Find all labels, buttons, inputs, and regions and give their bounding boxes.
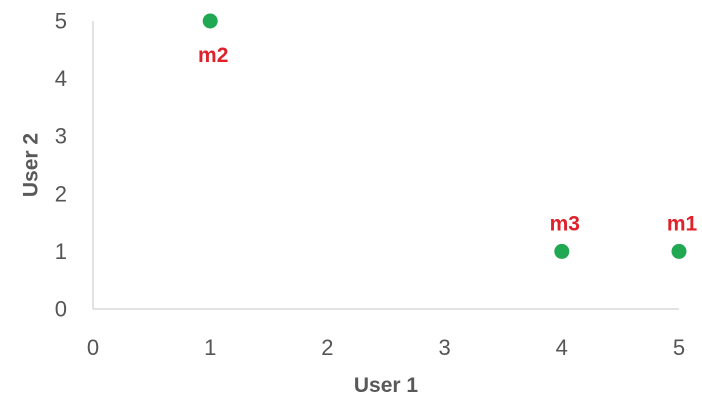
y-tick-label: 1 <box>55 239 67 264</box>
x-tick-label: 4 <box>556 335 568 360</box>
y-tick-label: 2 <box>55 181 67 206</box>
x-tick-label: 0 <box>87 335 99 360</box>
y-tick-label: 5 <box>55 9 67 34</box>
x-tick-label: 3 <box>438 335 450 360</box>
y-tick-label: 0 <box>55 297 67 322</box>
x-axis-title: User 1 <box>354 374 419 397</box>
data-labels: m1 m2 m3 <box>198 44 697 235</box>
data-point-m3 <box>554 243 570 259</box>
axes <box>92 21 679 310</box>
y-axis-title: User 2 <box>20 133 43 197</box>
data-point-m1 <box>671 243 687 259</box>
data-label-m3: m3 <box>550 212 580 235</box>
data-label-m2: m2 <box>198 44 228 67</box>
y-tick-label: 3 <box>55 124 67 149</box>
y-tick-labels: 0 1 2 3 4 5 <box>55 9 67 322</box>
x-tick-label: 2 <box>321 335 333 360</box>
data-point-m2 <box>202 13 218 29</box>
data-points <box>202 13 687 259</box>
x-tick-label: 1 <box>204 335 216 360</box>
y-tick-label: 4 <box>55 66 67 91</box>
x-tick-label: 5 <box>673 335 685 360</box>
data-label-m1: m1 <box>667 212 698 235</box>
x-tick-labels: 0 1 2 3 4 5 <box>87 335 685 360</box>
